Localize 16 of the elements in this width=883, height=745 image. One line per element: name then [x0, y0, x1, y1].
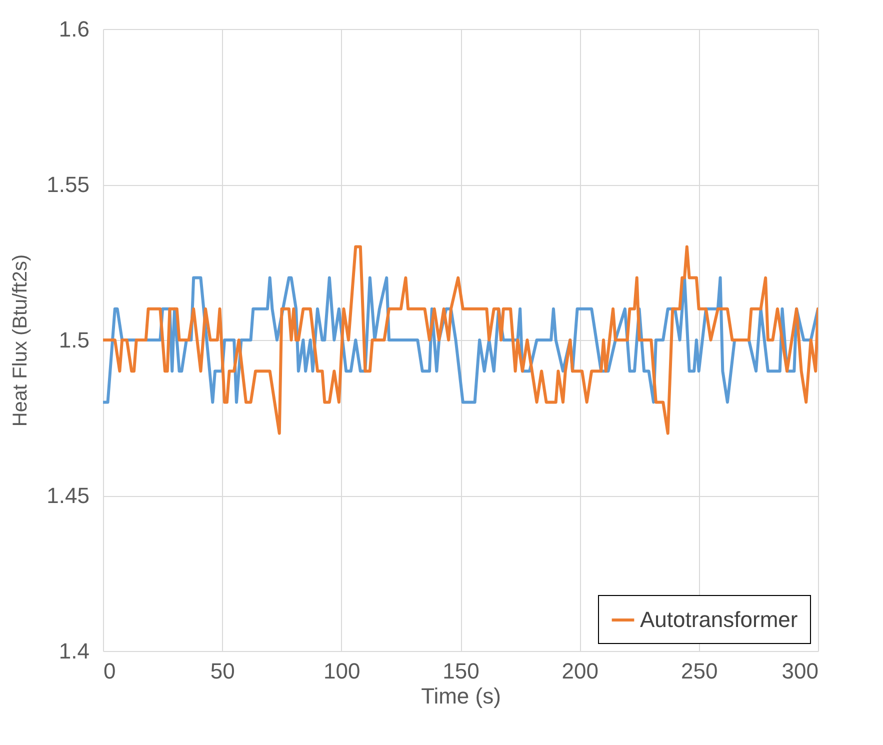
y-tick-label: 1.4 [58, 638, 90, 664]
line-series [103, 245, 818, 435]
y-axis-title: Heat Flux (Btu/ft2s) [10, 254, 32, 427]
x-axis-title: Time (s) [421, 684, 501, 708]
y-tick-label: 1.5 [58, 328, 90, 352]
x-tick-label: 100 [323, 658, 360, 684]
x-tick-label: 0 [104, 658, 116, 684]
y-tick-label: 1.6 [58, 16, 90, 42]
x-tick-label: 300 [782, 658, 818, 684]
x-tick-label: 200 [562, 658, 599, 684]
y-tick-label: 1.45 [46, 483, 90, 508]
x-tick-label: 50 [210, 658, 235, 684]
x-tick-label: 250 [680, 658, 718, 684]
y-tick-label: 1.55 [46, 172, 90, 197]
legend-label: Autotransformer [640, 607, 798, 632]
x-tick-label: 150 [442, 658, 480, 684]
